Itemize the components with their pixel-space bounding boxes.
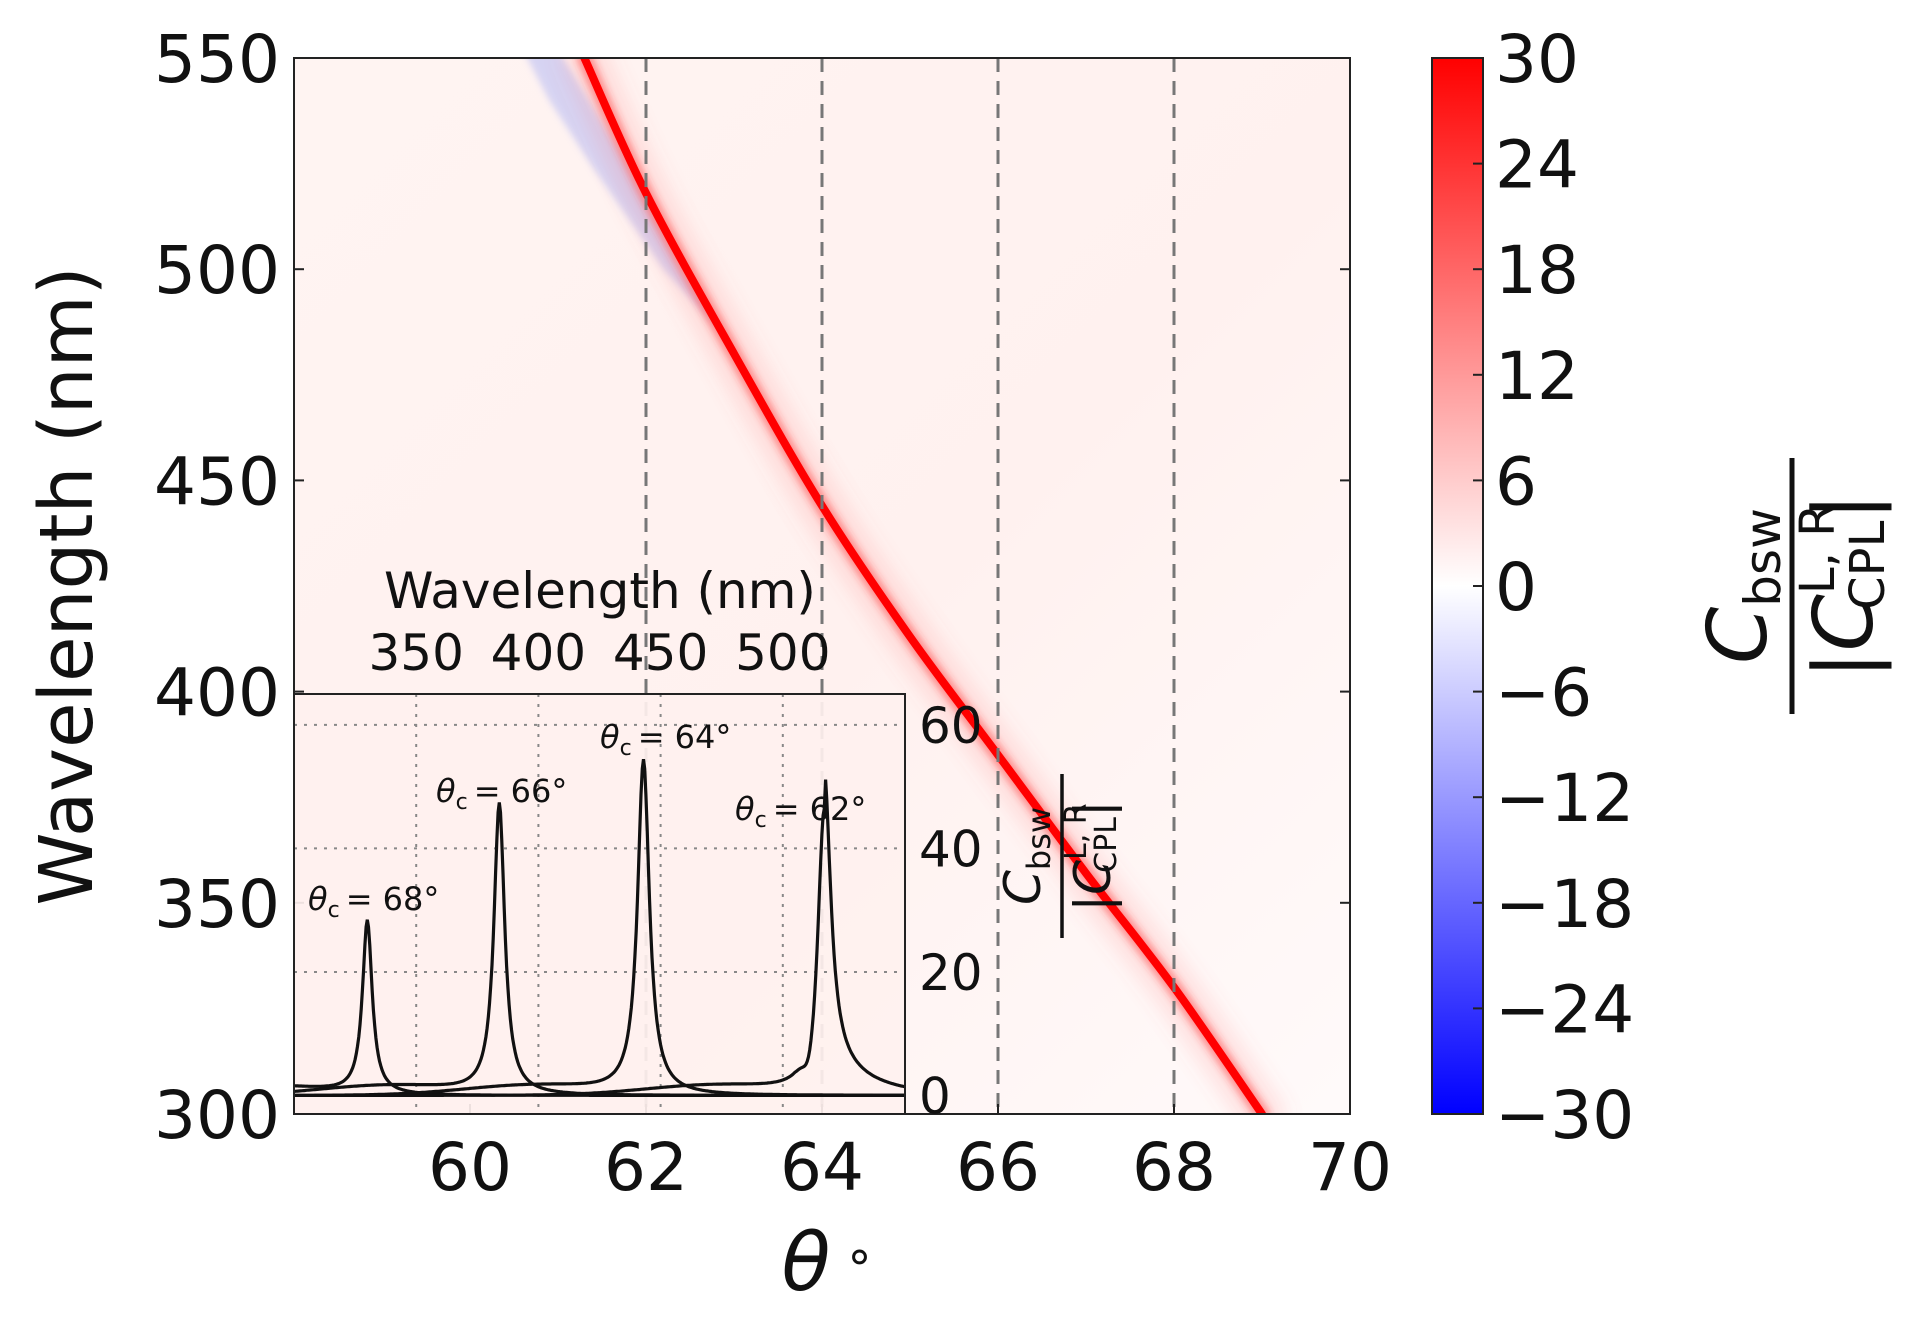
colorbar-tick-label: 18: [1495, 232, 1579, 309]
inset-x-tick-label: 500: [735, 624, 830, 682]
colorbar: 30 24 18 12 6 0 −6 −12 −18 −24 −30: [1431, 21, 1634, 1154]
y-axis-label: Wavelength (nm): [24, 266, 110, 905]
x-tick-label: 64: [780, 1129, 864, 1206]
colorbar-tick-label: 6: [1495, 443, 1537, 520]
inset-y-tick-label: 40: [919, 820, 983, 878]
inset-background: [294, 694, 905, 1114]
x-tick-label: 70: [1308, 1129, 1392, 1206]
inset-y-tick-label: 60: [919, 697, 983, 755]
y-tick-label: 500: [154, 232, 280, 309]
colorbar-ticks: 30 24 18 12 6 0 −6 −12 −18 −24 −30: [1473, 21, 1634, 1154]
y-tick-label: 400: [154, 655, 280, 732]
ridge-line: [580, 58, 1266, 1114]
inset-series-label: θc = 66°: [436, 772, 567, 815]
inset-x-tick-label: 400: [491, 624, 586, 682]
inset-series-labels: θc = 68° θc = 66° θc = 64°θc = 62°: [308, 718, 866, 923]
colorbar-label-numerator: Cbsw: [1691, 508, 1792, 664]
inset-y-axis-ticks: 0 20 40 60: [919, 697, 983, 1126]
x-axis-label: θ ∘: [782, 1216, 875, 1309]
x-axis-label-unit: ∘: [844, 1228, 874, 1284]
colorbar-label-denominator: |CL, RCPL|: [1790, 493, 1896, 679]
inset-x-axis-ticks: 350 400 450 500: [368, 624, 830, 682]
inset-series-label: θc = 64°: [600, 718, 731, 761]
inset-series-line: [294, 779, 905, 1097]
inset-series-label: θc = 68°: [308, 880, 439, 923]
colorbar-tick-label: 12: [1495, 338, 1579, 415]
y-tick-label: 550: [154, 21, 280, 98]
x-tick-label: 66: [956, 1129, 1040, 1206]
inset-y-tick-label: 0: [919, 1067, 951, 1125]
inset-y-axis-label: Cbsw |CL, RCPL|: [994, 774, 1124, 938]
inset-y-label-numerator: Cbsw: [994, 807, 1058, 905]
colorbar-tick-label: −6: [1495, 655, 1592, 732]
inset-series-label: θc = 62°: [735, 790, 866, 833]
colorbar-tick-label: 0: [1495, 549, 1537, 626]
inset-frame: [293, 693, 906, 1115]
inset-x-tick-label: 350: [368, 624, 463, 682]
y-tick-label: 350: [154, 866, 280, 943]
inset-x-axis-label: Wavelength (nm): [384, 562, 816, 620]
colorbar-tick-label: 30: [1495, 21, 1579, 98]
colorbar-label: Cbsw |CL, RCPL|: [1691, 458, 1896, 714]
inset-y-tick-label: 20: [919, 944, 983, 1002]
colorbar-tick-label: −12: [1495, 760, 1634, 837]
colorbar-tick-label: −30: [1495, 1077, 1634, 1154]
y-tick-label: 450: [154, 443, 280, 520]
x-axis-label-symbol: θ: [782, 1216, 831, 1309]
x-tick-label: 62: [604, 1129, 688, 1206]
inset-y-label-denominator: |CL, RCPL|: [1059, 800, 1124, 912]
y-tick-label: 300: [154, 1077, 280, 1154]
x-tick-label: 68: [1132, 1129, 1216, 1206]
colorbar-tick-label: 24: [1495, 127, 1579, 204]
colorbar-tick-label: −24: [1495, 971, 1634, 1048]
inset-series: [294, 758, 905, 1098]
colorbar-tick-label: −18: [1495, 866, 1634, 943]
x-tick-label: 60: [428, 1129, 512, 1206]
x-axis-ticks: 60 62 64 66 68 70: [428, 1104, 1392, 1206]
inset-x-tick-label: 450: [613, 624, 708, 682]
